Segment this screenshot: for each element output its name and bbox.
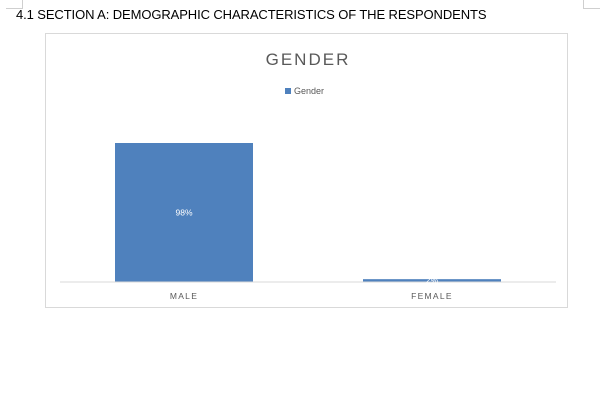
legend-label: Gender xyxy=(294,86,324,96)
bars-layer xyxy=(115,143,501,282)
data-label-male: 98% xyxy=(175,208,192,218)
x-tick-label-male: MALE xyxy=(170,291,198,301)
data-label-female: 2% xyxy=(426,275,439,285)
bar-male xyxy=(115,143,253,282)
section-heading: 4.1 SECTION A: DEMOGRAPHIC CHARACTERISTI… xyxy=(16,7,487,22)
legend: Gender xyxy=(285,86,324,96)
page-corner-right xyxy=(583,0,600,9)
chart-canvas: GENDER Gender 98% MALE 2% FEMALE xyxy=(60,50,556,302)
page-corner-left xyxy=(6,0,23,9)
bar-female xyxy=(363,279,501,282)
legend-swatch xyxy=(285,88,291,94)
x-tick-label-female: FEMALE xyxy=(411,291,453,301)
labels-layer: 98% MALE 2% FEMALE xyxy=(170,208,453,302)
chart-title: GENDER xyxy=(266,50,351,69)
gender-chart: GENDER Gender 98% MALE 2% FEMALE xyxy=(45,33,568,308)
